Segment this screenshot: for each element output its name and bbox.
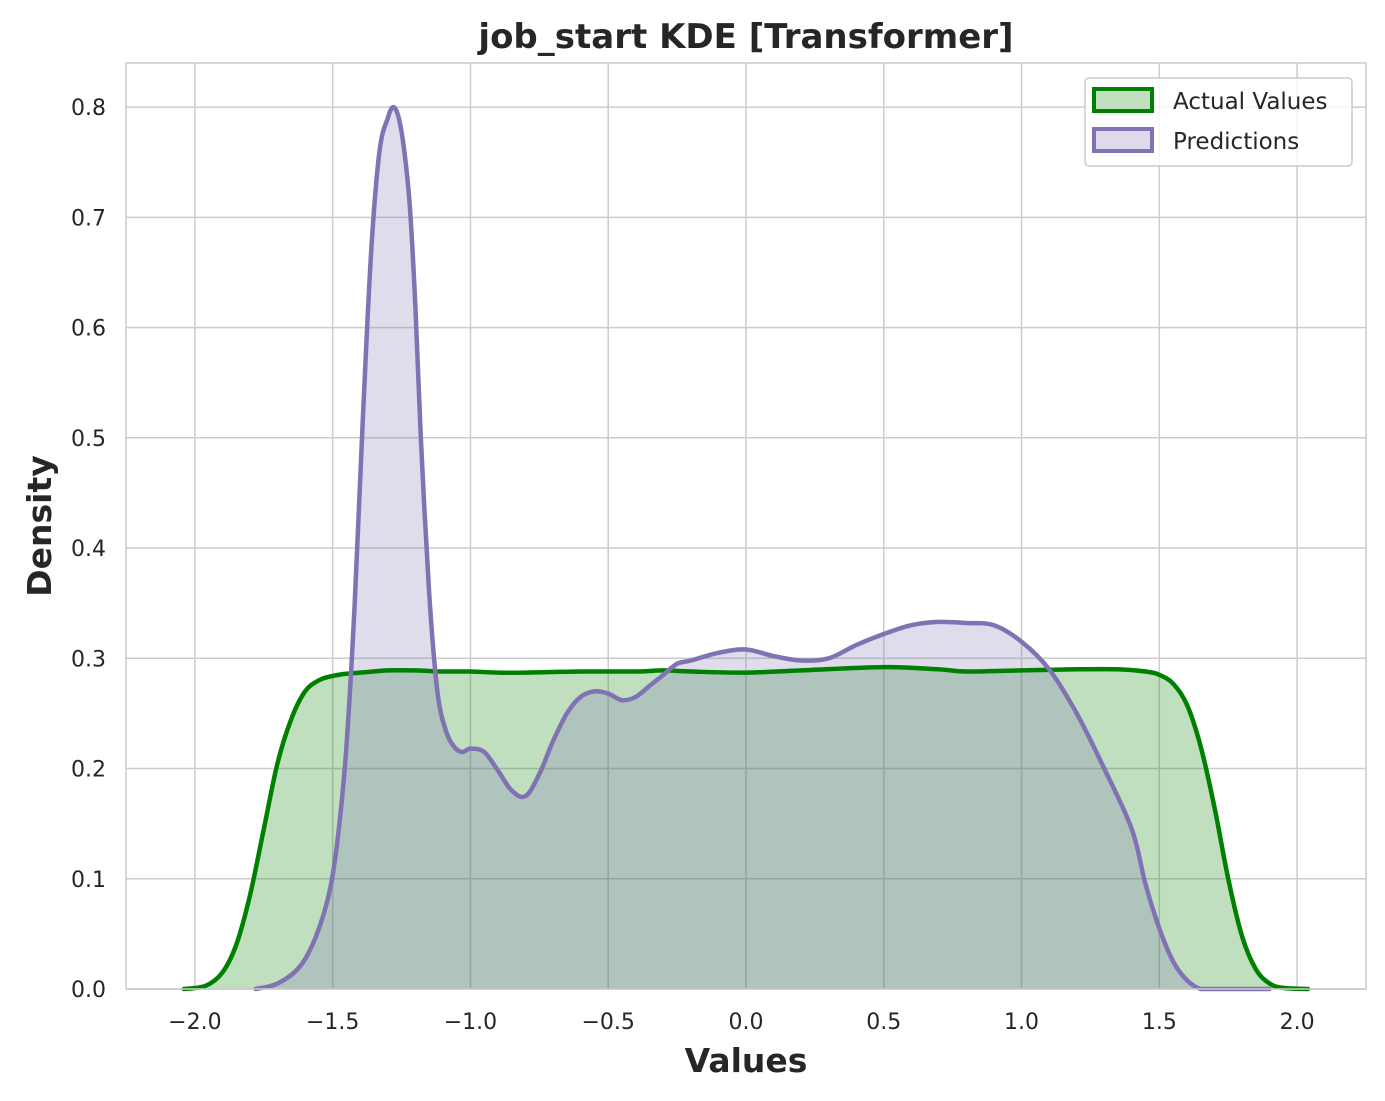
legend-swatch-actual-values [1092,87,1154,113]
y-tick-label: 0.2 [71,758,106,783]
y-tick-label: 0.1 [71,868,106,893]
y-tick-label: 0.4 [71,537,106,562]
y-tick-label: 0.3 [71,647,106,672]
x-tick-label: −2.0 [168,1010,221,1035]
y-tick-label: 0.5 [71,427,106,452]
x-tick-label: 1.0 [1004,1010,1039,1035]
chart-title: job_start KDE [Transformer] [476,17,1013,57]
y-axis-label: Density [20,455,59,597]
legend-label-actual-values: Actual Values [1173,89,1328,115]
plot-frame [125,62,1367,990]
x-tick-label: −0.5 [582,1010,635,1035]
series-fills [183,107,1309,990]
y-tick-label: 0.6 [71,317,106,342]
legend-swatch-predictions [1092,127,1154,153]
y-tick-label: 0.7 [71,206,106,231]
density-line-predictions [253,104,1272,992]
series-lines [181,104,1311,992]
legend-label-predictions: Predictions [1173,129,1299,155]
density-line-actual-values [181,664,1311,992]
y-tick-labels: 0.0 0.1 0.2 0.3 0.4 0.5 0.6 0.7 0.8 [71,96,106,1003]
x-axis-label: Values [685,1041,808,1080]
x-tick-label: 1.5 [1142,1010,1177,1035]
y-tick-label: 0.8 [71,96,106,121]
y-tick-label: 0.0 [71,978,106,1003]
x-tick-label: 0.5 [866,1010,901,1035]
x-tick-label: 2.0 [1280,1010,1315,1035]
grid-lines [126,63,1366,990]
x-tick-labels: −2.0 −1.5 −1.0 −0.5 0.0 0.5 1.0 1.5 2.0 [168,1010,1314,1035]
x-tick-label: 0.0 [729,1010,764,1035]
area-fill-predictions [255,107,1270,990]
legend: Actual Values Predictions [1084,77,1353,167]
area-fill-actual-values [183,667,1309,989]
x-tick-label: −1.0 [444,1010,497,1035]
x-tick-label: −1.5 [306,1010,359,1035]
